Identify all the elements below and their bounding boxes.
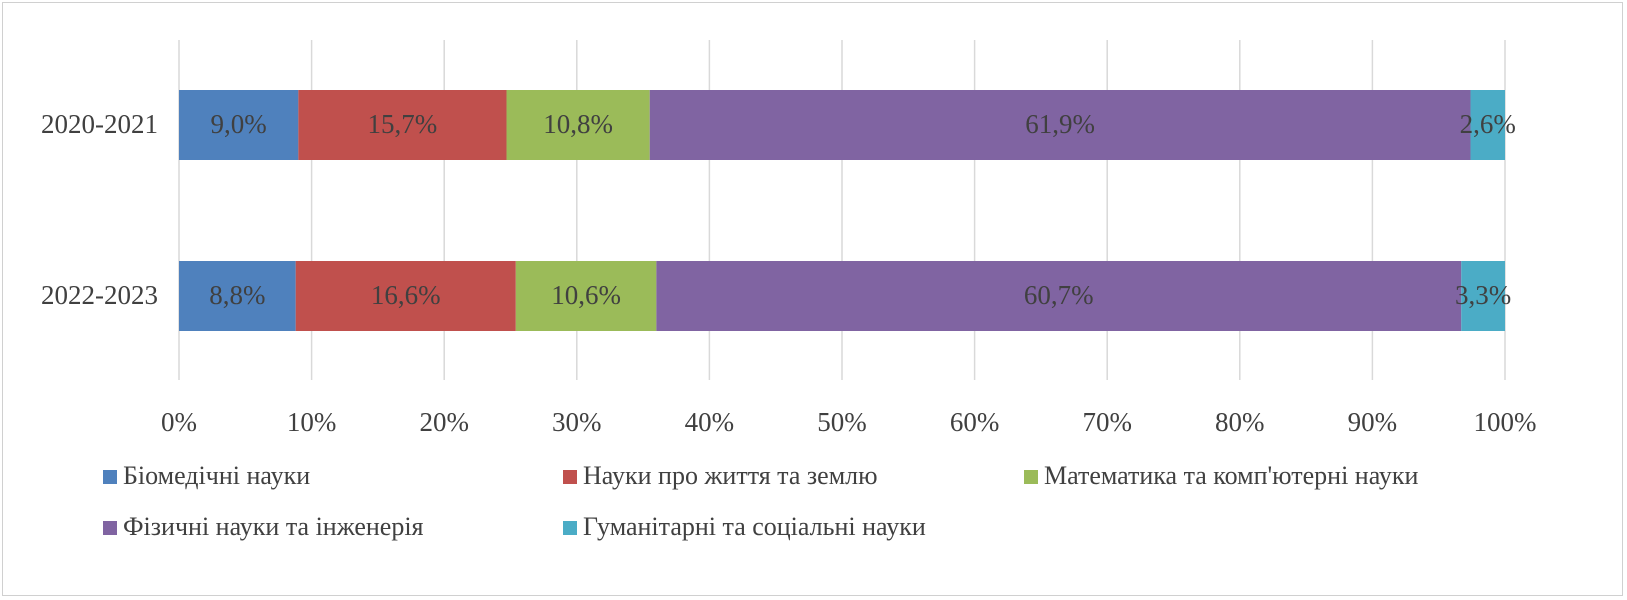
x-tick-label: 30% [552,407,602,437]
x-tick-label: 100% [1474,407,1537,437]
x-tick-label: 0% [161,407,197,437]
legend-label: Фізичні науки та інженерія [123,512,424,541]
x-tick-label: 90% [1348,407,1398,437]
x-tick-label: 70% [1082,407,1132,437]
data-label: 15,7% [368,109,438,139]
x-tick-label: 10% [287,407,337,437]
x-tick-label: 40% [685,407,735,437]
x-tick-label: 20% [419,407,469,437]
bar-segment [179,90,299,160]
bar-segment [1470,90,1505,160]
bar-segment [656,261,1462,331]
bar-segment [179,261,296,331]
bar-segment [295,261,516,331]
bar-segment [1461,261,1505,331]
data-label: 16,6% [371,280,441,310]
legend-label: Біомедічні науки [123,461,310,490]
x-tick-label: 80% [1215,407,1265,437]
data-label: 10,8% [543,109,613,139]
legend-label: Науки про життя та землю [583,461,878,490]
data-label: 3,3% [1455,280,1511,310]
bar-segment [515,261,657,331]
bar-segment [649,90,1471,160]
legend-label: Математика та комп'ютерні науки [1044,461,1419,490]
data-label: 9,0% [211,109,267,139]
data-label: 61,9% [1025,109,1095,139]
y-category-label: 2020-2021 [41,109,158,139]
data-label: 60,7% [1024,280,1094,310]
bar-segment [506,90,650,160]
data-label: 10,6% [551,280,621,310]
x-tick-label: 60% [950,407,1000,437]
legend-swatch [103,521,117,535]
bar-segment [298,90,507,160]
data-label: 8,8% [209,280,265,310]
legend-swatch [103,470,117,484]
y-category-label: 2022-2023 [41,280,158,310]
data-label: 2,6% [1460,109,1516,139]
legend-label: Гуманітарні та соціальні науки [583,512,926,541]
legend-swatch [1024,470,1038,484]
x-tick-label: 50% [817,407,867,437]
legend-swatch [563,470,577,484]
legend-swatch [563,521,577,535]
